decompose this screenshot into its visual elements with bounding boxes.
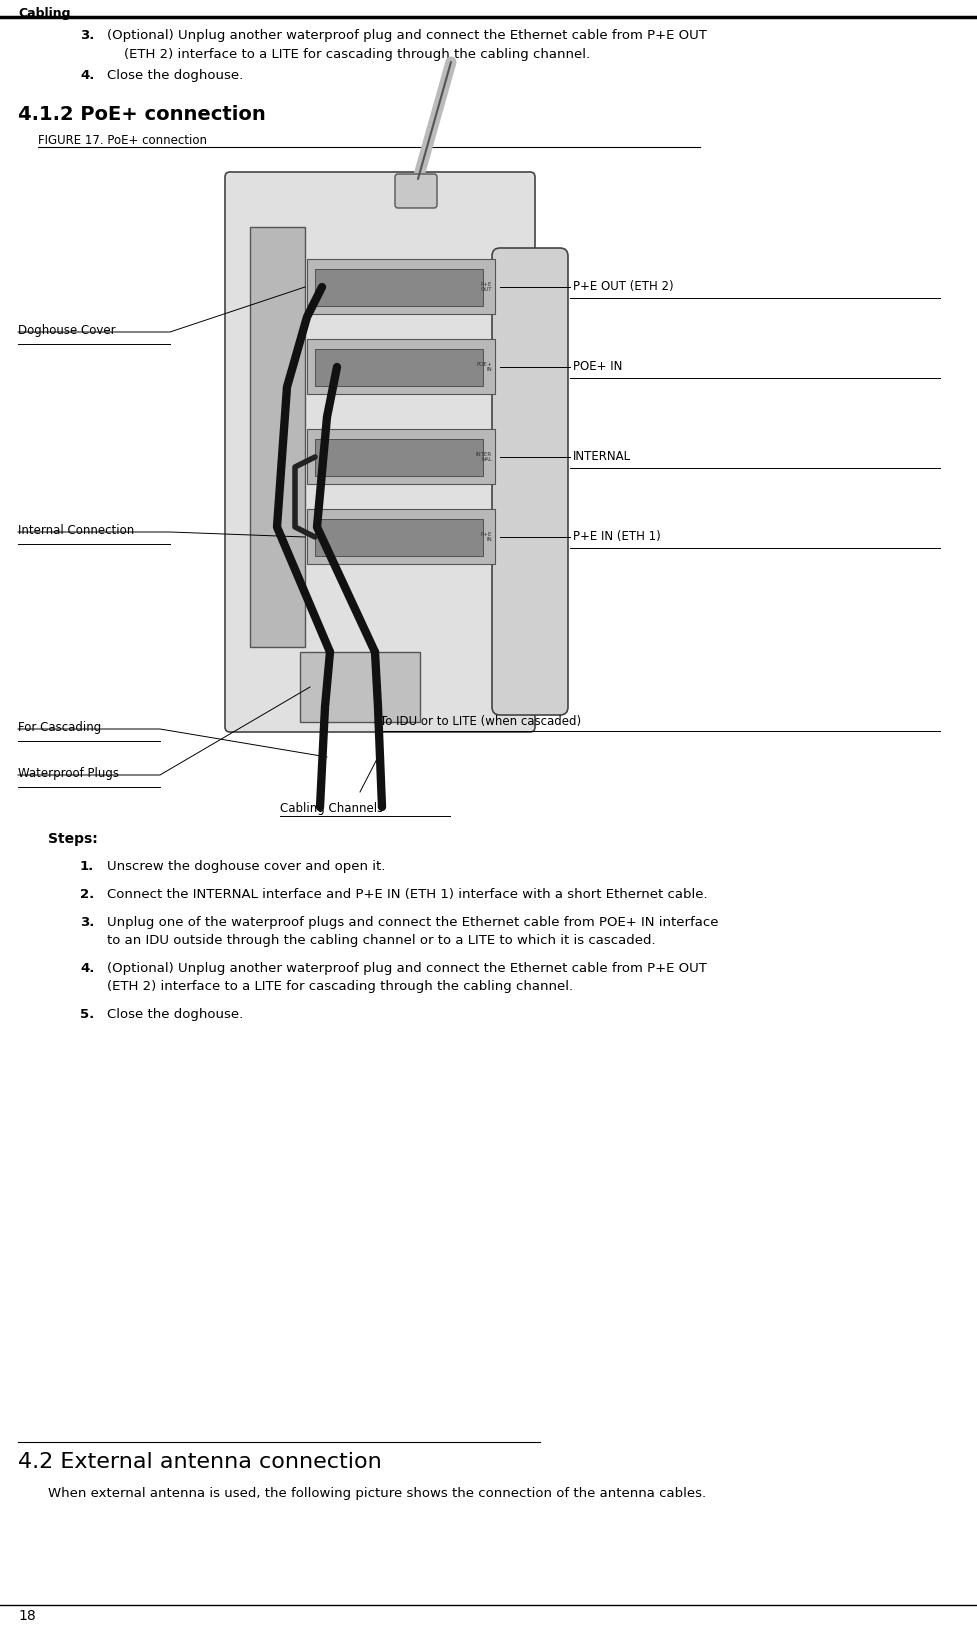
- FancyBboxPatch shape: [225, 172, 534, 732]
- Bar: [307, 259, 494, 314]
- FancyBboxPatch shape: [491, 247, 568, 714]
- Text: (ETH 2) interface to a LITE for cascading through the cabling channel.: (ETH 2) interface to a LITE for cascadin…: [106, 979, 573, 992]
- Text: Close the doghouse.: Close the doghouse.: [106, 68, 243, 81]
- Text: Cabling: Cabling: [18, 7, 70, 20]
- Text: P+E OUT (ETH 2): P+E OUT (ETH 2): [573, 280, 673, 293]
- Bar: [307, 430, 494, 483]
- Text: Doghouse Cover: Doghouse Cover: [18, 324, 115, 337]
- Text: For Cascading: For Cascading: [18, 721, 102, 734]
- Text: 3.: 3.: [80, 29, 94, 42]
- FancyBboxPatch shape: [395, 174, 437, 208]
- Text: Cabling Channels: Cabling Channels: [279, 802, 383, 815]
- Text: Connect the INTERNAL interface and P+E IN (ETH 1) interface with a short Etherne: Connect the INTERNAL interface and P+E I…: [106, 888, 707, 901]
- Text: INTER
NAL: INTER NAL: [476, 452, 491, 462]
- Bar: [315, 439, 483, 477]
- Text: 2.: 2.: [80, 888, 94, 901]
- Text: Unplug one of the waterproof plugs and connect the Ethernet cable from POE+ IN i: Unplug one of the waterproof plugs and c…: [106, 916, 718, 929]
- Bar: [307, 338, 494, 394]
- Text: 4.2 External antenna connection: 4.2 External antenna connection: [18, 1451, 381, 1472]
- Text: POE+ IN: POE+ IN: [573, 360, 621, 373]
- Bar: [307, 509, 494, 565]
- Text: P+E
IN: P+E IN: [480, 532, 491, 542]
- Text: Waterproof Plugs: Waterproof Plugs: [18, 766, 119, 779]
- Text: P+E IN (ETH 1): P+E IN (ETH 1): [573, 530, 660, 543]
- Text: POE+
IN: POE+ IN: [476, 361, 491, 373]
- Bar: [315, 519, 483, 556]
- Text: Unscrew the doghouse cover and open it.: Unscrew the doghouse cover and open it.: [106, 861, 385, 874]
- Bar: [300, 652, 419, 722]
- Bar: [250, 228, 305, 648]
- Text: 4.: 4.: [80, 68, 94, 81]
- Text: (Optional) Unplug another waterproof plug and connect the Ethernet cable from P+: (Optional) Unplug another waterproof plu…: [106, 962, 706, 975]
- Text: to an IDU outside through the cabling channel or to a LITE to which it is cascad: to an IDU outside through the cabling ch…: [106, 934, 655, 947]
- Bar: [315, 268, 483, 306]
- Text: 3.: 3.: [80, 916, 94, 929]
- Text: 4.1.2 PoE+ connection: 4.1.2 PoE+ connection: [18, 106, 266, 124]
- Text: 5.: 5.: [80, 1009, 94, 1022]
- Text: 1.: 1.: [80, 861, 94, 874]
- Text: 4.: 4.: [80, 962, 94, 975]
- Text: (ETH 2) interface to a LITE for cascading through the cabling channel.: (ETH 2) interface to a LITE for cascadin…: [106, 49, 589, 60]
- Text: Internal Connection: Internal Connection: [18, 524, 134, 537]
- Text: (Optional) Unplug another waterproof plug and connect the Ethernet cable from P+: (Optional) Unplug another waterproof plu…: [106, 29, 706, 42]
- Text: P+E
OUT: P+E OUT: [480, 281, 491, 293]
- Text: 18: 18: [18, 1609, 36, 1624]
- Text: FIGURE 17. PoE+ connection: FIGURE 17. PoE+ connection: [38, 133, 207, 146]
- Bar: [315, 350, 483, 386]
- Text: INTERNAL: INTERNAL: [573, 451, 630, 464]
- Text: To IDU or to LITE (when cascaded): To IDU or to LITE (when cascaded): [380, 714, 580, 727]
- Text: When external antenna is used, the following picture shows the connection of the: When external antenna is used, the follo…: [48, 1487, 705, 1500]
- Text: Close the doghouse.: Close the doghouse.: [106, 1009, 243, 1022]
- Text: Steps:: Steps:: [48, 831, 98, 846]
